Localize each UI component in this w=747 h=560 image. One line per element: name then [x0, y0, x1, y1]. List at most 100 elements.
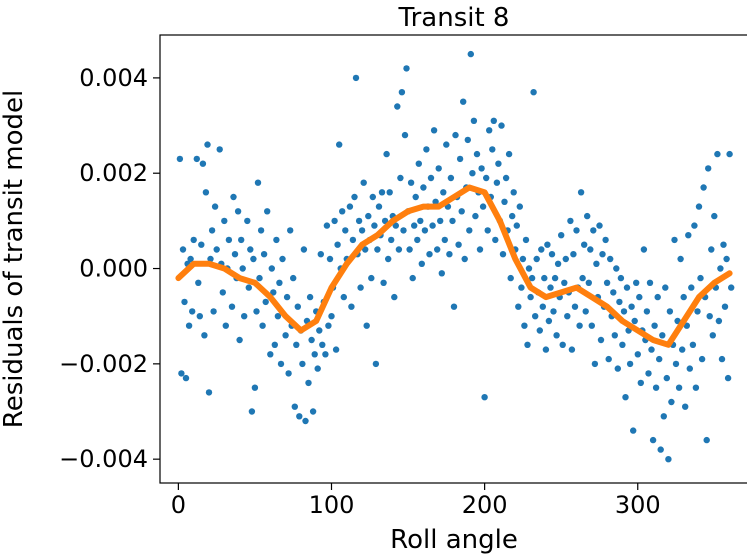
scatter-point: [443, 141, 450, 148]
scatter-point: [230, 193, 237, 201]
scatter-point: [185, 322, 193, 329]
scatter-point: [633, 279, 640, 286]
scatter-point: [617, 274, 625, 282]
scatter-point: [533, 255, 540, 263]
scatter-point: [484, 227, 491, 234]
scatter-point: [577, 189, 585, 196]
scatter-point: [285, 370, 292, 377]
scatter-point: [640, 246, 648, 253]
scatter-point: [259, 322, 266, 329]
scatter-point: [499, 251, 507, 258]
scatter-point: [619, 341, 626, 348]
scatter-point: [460, 98, 467, 105]
scatter-point: [397, 174, 404, 182]
scatter-point: [409, 274, 416, 282]
scatter-point: [247, 246, 254, 253]
scatter-point: [342, 227, 349, 234]
scatter-point: [723, 255, 730, 263]
scatter-point: [548, 251, 556, 258]
smooth-series: [175, 184, 733, 348]
scatter-point: [558, 232, 565, 239]
scatter-point: [692, 384, 700, 391]
scatter-point: [429, 222, 436, 229]
scatter-point: [728, 284, 735, 291]
scatter-point: [311, 351, 318, 358]
scatter-point: [666, 308, 674, 315]
scatter-point: [469, 170, 476, 177]
scatter-point: [182, 374, 190, 382]
scatter-point: [394, 103, 401, 110]
scatter-point: [588, 322, 595, 329]
scatter-point: [603, 279, 611, 286]
scatter-point: [368, 274, 375, 282]
scatter-point: [657, 446, 664, 453]
scatter-point: [626, 360, 634, 368]
scatter-point: [665, 456, 672, 463]
scatter-point: [201, 332, 208, 339]
scatter-point: [663, 374, 670, 382]
scatter-point: [700, 184, 707, 191]
scatter-point: [622, 394, 629, 401]
scatter-point: [554, 260, 562, 267]
scatter-point: [427, 174, 435, 182]
scatter-point: [440, 189, 447, 196]
scatter-point: [241, 313, 248, 320]
scatter-point: [486, 127, 493, 134]
scatter-point: [352, 74, 360, 82]
scatter-point: [483, 174, 490, 182]
scatter-point: [689, 341, 697, 348]
scatter-point: [473, 150, 481, 158]
scatter-point: [239, 265, 246, 272]
scatter-point: [346, 203, 354, 210]
scatter-point: [688, 284, 695, 291]
scatter-point: [507, 274, 514, 282]
scatter-point: [662, 284, 669, 291]
scatter-point: [264, 208, 271, 215]
scatter-point: [319, 341, 326, 348]
scatter-point: [279, 255, 286, 263]
scatter-point: [326, 255, 334, 263]
scatter-point: [564, 313, 571, 320]
scatter-point: [579, 274, 586, 282]
scatter-point: [435, 165, 442, 172]
scatter-point: [630, 427, 637, 434]
scatter-point: [309, 408, 317, 415]
scatter-point: [348, 303, 355, 310]
scatter-point: [570, 251, 577, 258]
y-axis: −0.004 −0.002 0.000 0.002 0.004: [59, 64, 160, 473]
scatter-point: [602, 236, 609, 244]
scatter-point: [430, 127, 438, 134]
scatter-point: [545, 317, 553, 325]
scatter-point: [189, 308, 196, 315]
scatter-point: [378, 189, 386, 196]
scatter-point: [591, 360, 599, 368]
scatter-point: [521, 322, 528, 329]
scatter-point: [308, 336, 315, 344]
scatter-point: [332, 346, 340, 353]
scatter-point: [325, 322, 332, 329]
scatter-point: [464, 136, 471, 144]
scatter-point: [522, 236, 530, 244]
scatter-point: [553, 332, 560, 339]
x-tick-label: 100: [309, 491, 355, 519]
scatter-point: [643, 308, 651, 315]
scatter-point: [374, 246, 381, 253]
scatter-point: [178, 370, 185, 377]
scatter-point: [336, 141, 343, 148]
scatter-point: [210, 308, 217, 315]
scatter-point: [705, 165, 712, 172]
y-tick-label: 0.000: [79, 255, 148, 283]
scatter-point: [253, 308, 260, 315]
scatter-point: [328, 313, 335, 320]
scatter-point: [334, 241, 341, 248]
scatter-point: [426, 251, 433, 258]
scatter-point: [363, 322, 370, 329]
scatter-point: [476, 246, 484, 253]
scatter-point: [322, 351, 329, 358]
scatter-point: [646, 279, 654, 286]
scatter-point: [656, 355, 663, 363]
y-tick-label: −0.002: [59, 350, 148, 378]
scatter-point: [193, 155, 200, 163]
scatter-point: [490, 117, 497, 125]
scatter-point: [519, 255, 527, 263]
